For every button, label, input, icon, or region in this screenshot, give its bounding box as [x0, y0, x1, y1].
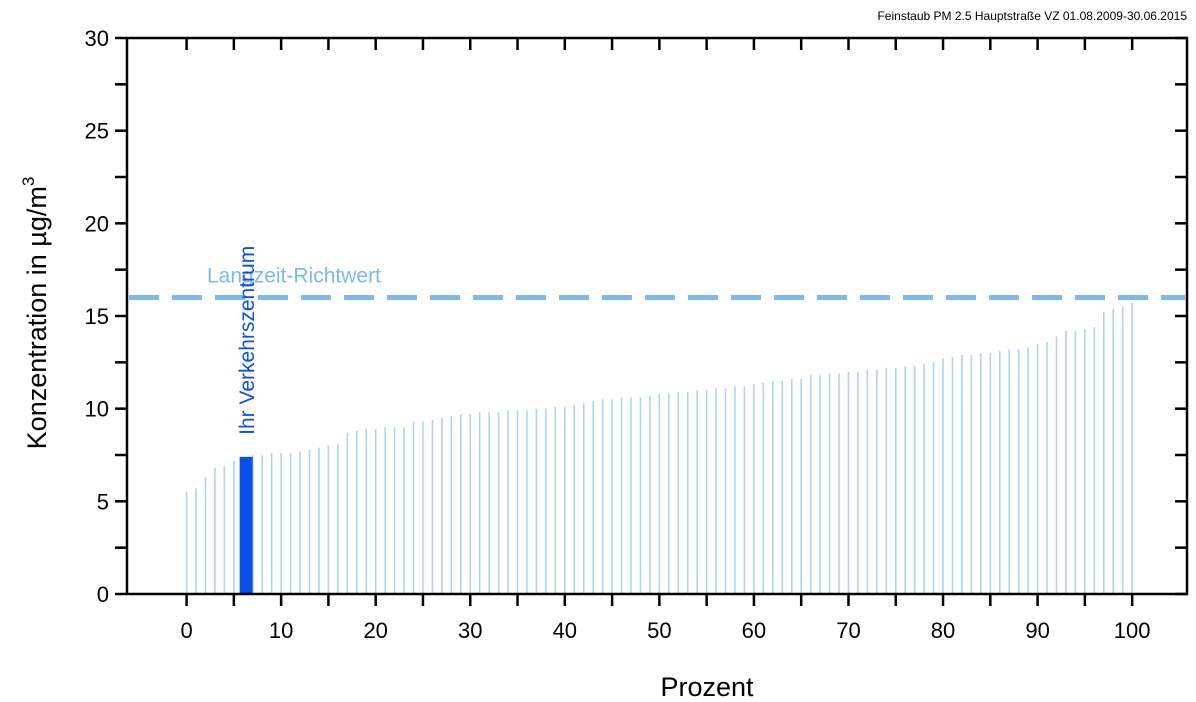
x-tick-label: 10 — [269, 618, 293, 643]
y-axis-title: Konzentration in µg/m3 — [19, 177, 52, 450]
y-tick-label: 10 — [85, 397, 109, 422]
y-tick-label: 30 — [85, 26, 109, 51]
x-tick-label: 40 — [553, 618, 577, 643]
y-tick-label: 5 — [97, 489, 109, 514]
y-axis-title-text: Konzentration in µg/m — [22, 186, 52, 449]
y-tick-label: 0 — [97, 582, 109, 607]
x-tick-label: 50 — [647, 618, 671, 643]
x-tick-label: 30 — [458, 618, 482, 643]
highlight-bar — [239, 456, 253, 594]
y-tick-label: 25 — [85, 119, 109, 144]
y-axis-title-superscript: 3 — [19, 177, 38, 186]
y-tick-label: 20 — [85, 211, 109, 236]
x-tick-label: 70 — [836, 618, 860, 643]
x-tick-label: 90 — [1025, 618, 1049, 643]
x-tick-label: 60 — [742, 618, 766, 643]
x-tick-label: 100 — [1114, 618, 1151, 643]
x-axis-title: Prozent — [660, 672, 754, 702]
x-tick-label: 20 — [363, 618, 387, 643]
y-tick-label: 15 — [85, 304, 109, 329]
x-tick-label: 0 — [180, 618, 192, 643]
chart-title: Feinstaub PM 2.5 Hauptstraße VZ 01.08.20… — [877, 9, 1187, 23]
highlight-label: Ihr Verkehrszentrum — [236, 246, 259, 435]
reference-line-label: Langzeit-Richtwert — [207, 264, 381, 287]
x-tick-label: 80 — [931, 618, 955, 643]
